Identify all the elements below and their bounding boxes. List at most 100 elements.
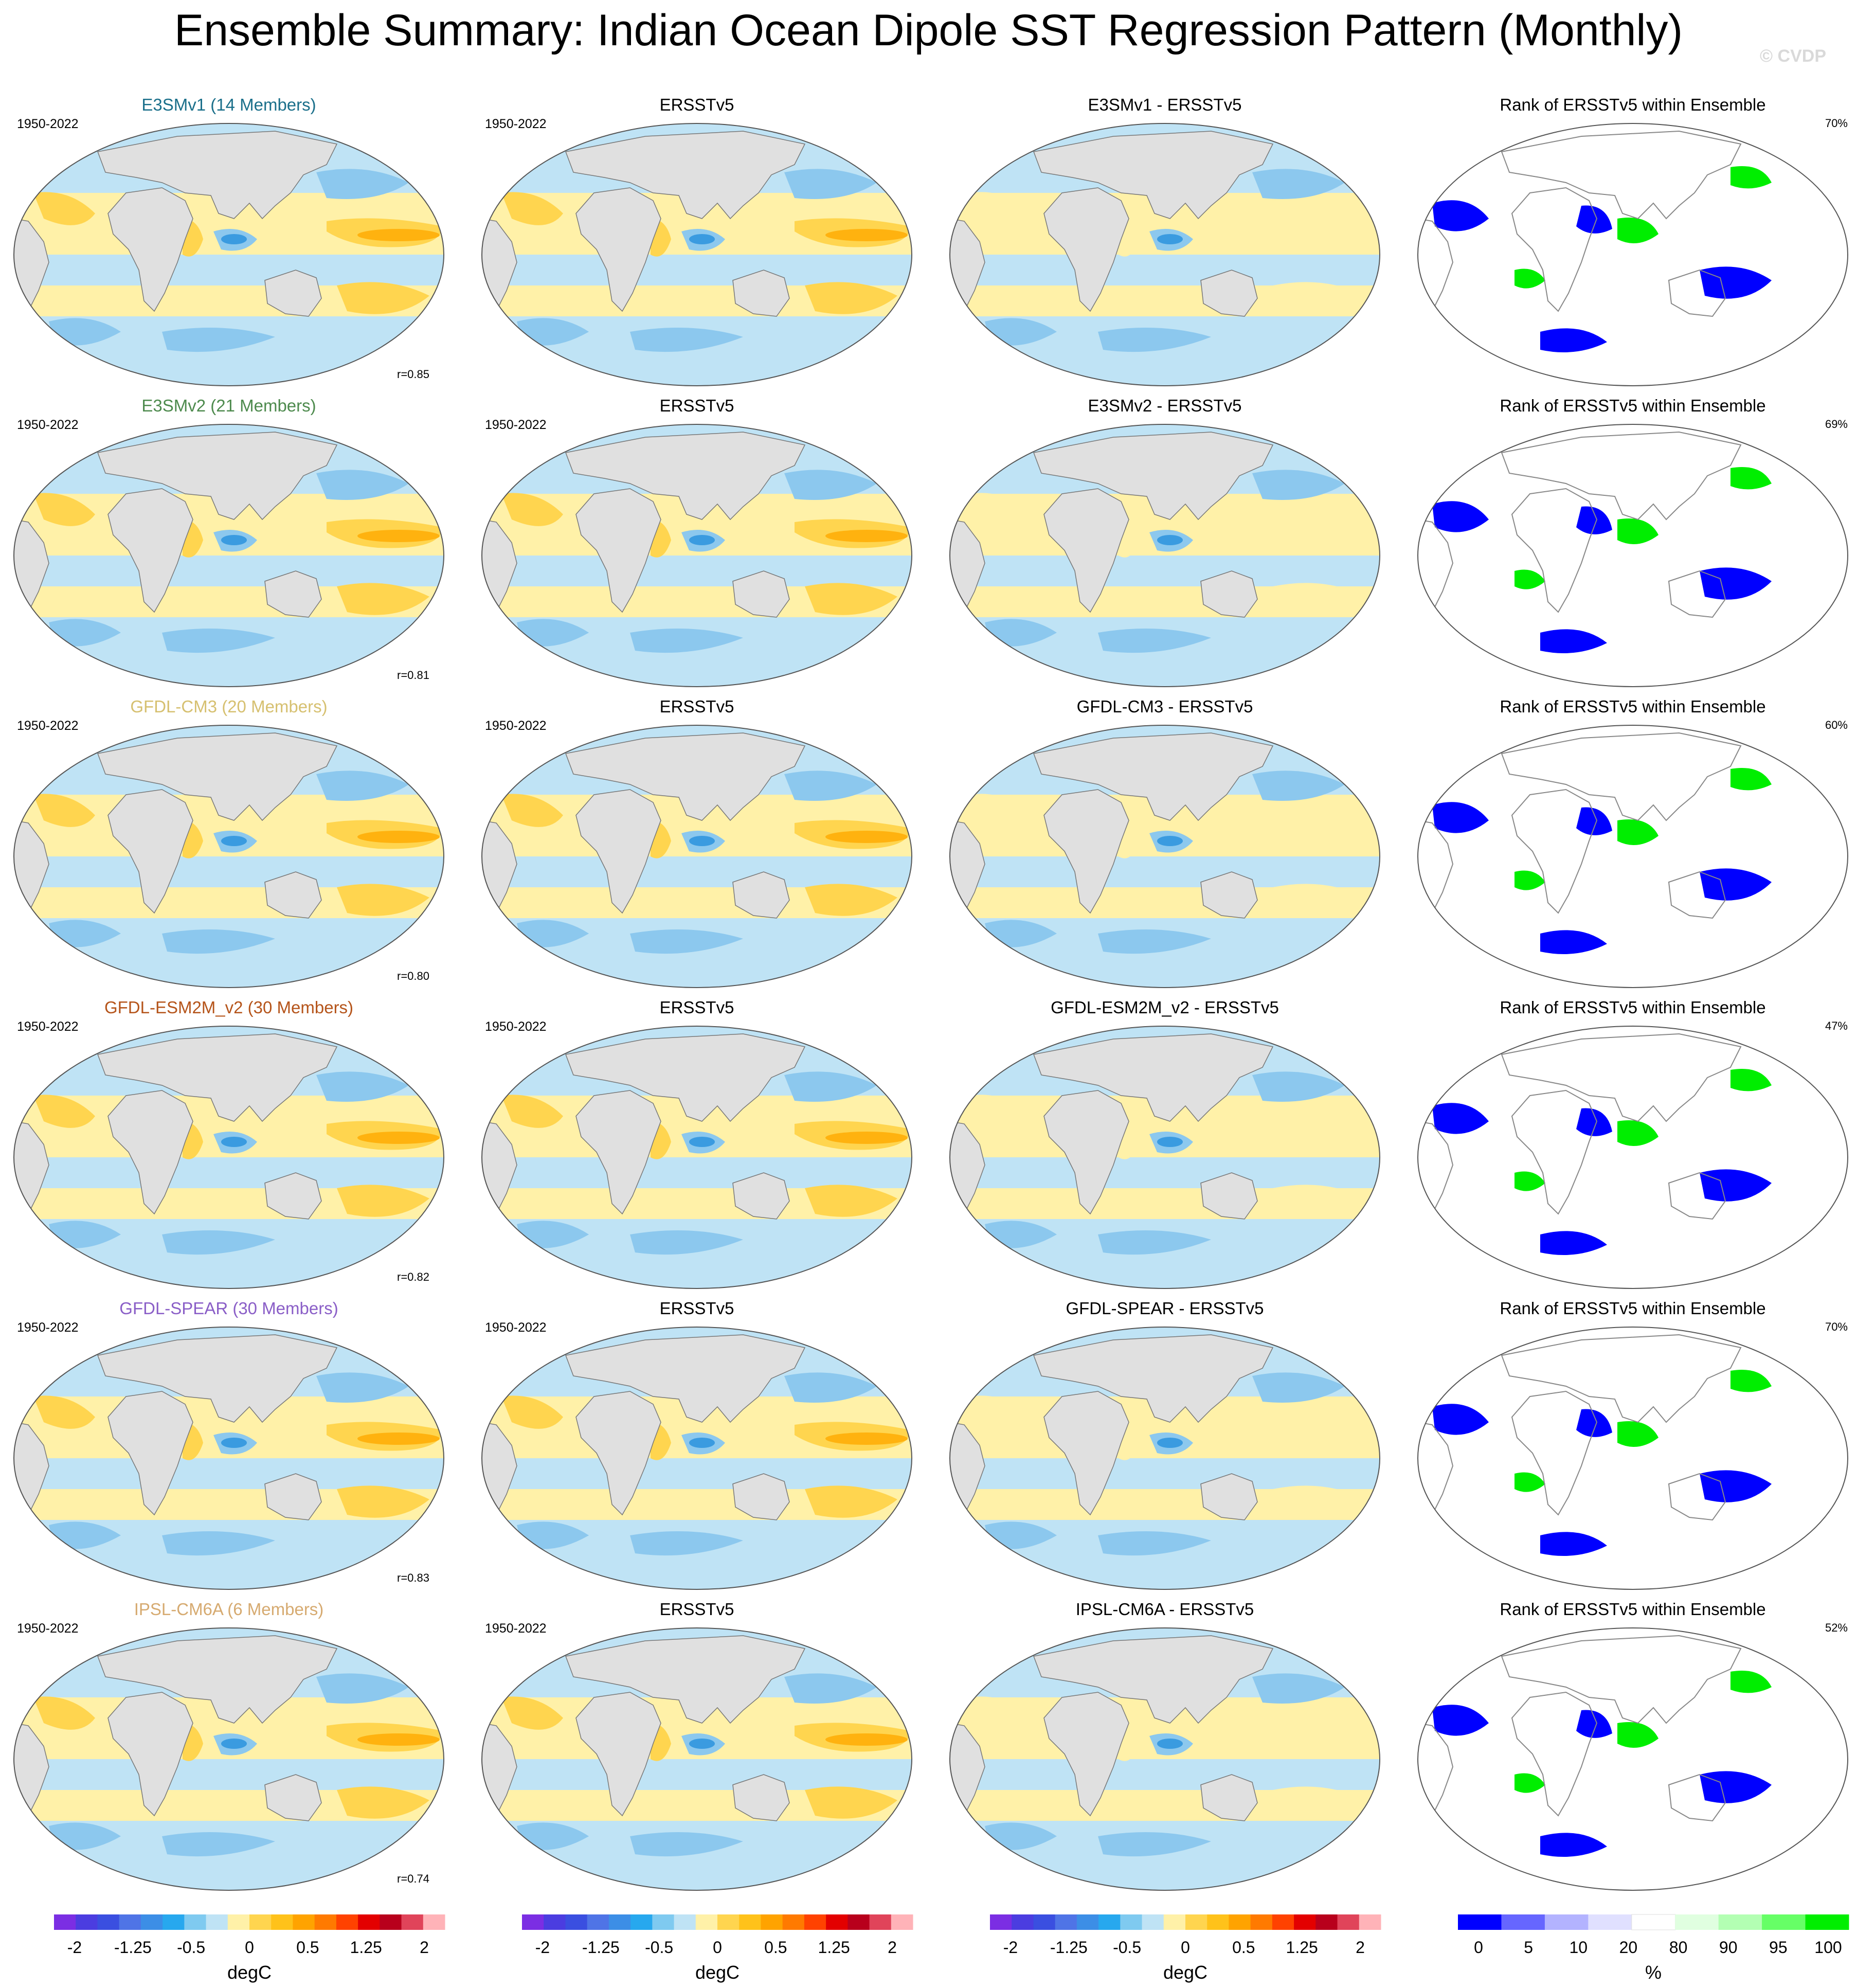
map-model	[13, 424, 444, 687]
colorbar-swatch	[1076, 1914, 1099, 1930]
south-pacific-warm	[1273, 1786, 1365, 1819]
coastline-eurasia	[1501, 130, 1742, 220]
pattern-correlation: r=0.83	[397, 1571, 429, 1584]
colorbar-swatch	[1185, 1914, 1207, 1930]
map-border	[481, 725, 912, 988]
north-atlantic-warm	[33, 1696, 95, 1730]
south-pacific-warm	[805, 1185, 897, 1217]
map-rank	[1417, 424, 1848, 687]
map-border	[481, 123, 912, 386]
land-australia	[732, 1774, 790, 1821]
period-label: 1950-2022	[17, 1320, 79, 1335]
colorbar-tick: 0	[713, 1938, 722, 1957]
south-atlantic-cool	[985, 920, 1057, 947]
map-panel-model: GFDL-ESM2M_v2 (30 Members) 1950-2022 r=0.8…	[8, 998, 450, 1301]
land-africa	[107, 187, 193, 312]
el-nino-core	[357, 1432, 440, 1445]
map-panel-rank: Rank of ERSSTv5 within Ensemble 60%	[1412, 697, 1854, 1000]
land-australia	[264, 1172, 322, 1220]
map-background	[1418, 1327, 1848, 1589]
land-eurasia	[565, 432, 806, 521]
colorbar-tick: 2	[1356, 1938, 1365, 1957]
map-obs	[481, 1627, 912, 1891]
colorbar-swatch	[1294, 1914, 1316, 1930]
coastline-eurasia	[1501, 1334, 1742, 1423]
map-border	[949, 1026, 1380, 1289]
map-panel-diff: E3SMv1 - ERSSTv5	[944, 95, 1386, 399]
colorbar-swatch	[163, 1914, 185, 1930]
rank-blob-b	[1576, 807, 1612, 835]
colorbar-swatch	[826, 1914, 848, 1930]
colorbar-swatch	[140, 1914, 163, 1930]
iod-east-core	[221, 535, 247, 545]
map-panel-diff: E3SMv2 - ERSSTv5	[944, 396, 1386, 700]
map-border	[949, 725, 1380, 988]
coastline-australia	[1668, 269, 1726, 317]
colorbar-tick: -1.25	[1050, 1938, 1088, 1957]
rank-blob-a	[1432, 802, 1489, 833]
south-pacific-warm	[805, 1485, 897, 1518]
coastline-australia	[1668, 1774, 1726, 1822]
el-nino-core	[825, 1733, 908, 1746]
rank-blob-a	[1432, 200, 1489, 231]
map-border	[1417, 1026, 1848, 1289]
north-atlantic-warm	[33, 192, 95, 225]
rank-blob-g	[1515, 1773, 1545, 1793]
colorbar-swatch	[1098, 1914, 1121, 1930]
coastline-australia	[1668, 1172, 1726, 1220]
colorbar-tick: -0.5	[177, 1938, 206, 1957]
colorbar-tick: 2	[420, 1938, 429, 1957]
iod-east-core	[689, 836, 715, 846]
colorbar-swatch	[1207, 1914, 1229, 1930]
colorbar-swatch	[652, 1914, 675, 1930]
map-panel-diff: GFDL-CM3 - ERSSTv5	[944, 697, 1386, 1000]
colorbar-swatch	[423, 1914, 445, 1930]
colorbar-label: degC	[695, 1962, 740, 1983]
map-rank	[1417, 1627, 1848, 1891]
colorbar-tick: 0	[1474, 1938, 1483, 1957]
north-atlantic-warm	[501, 794, 563, 827]
east-pacific-warm	[1263, 218, 1378, 247]
colorbar-swatch	[336, 1914, 358, 1930]
colorbar-swatch	[761, 1914, 783, 1930]
rank-blob-g	[1515, 268, 1545, 289]
land-australia	[1200, 1473, 1258, 1520]
map-rank	[1417, 725, 1848, 988]
iod-east-core	[221, 234, 247, 244]
south-indian-cool	[630, 1531, 743, 1556]
north-atlantic-warm	[33, 1395, 95, 1429]
panel-title: ERSSTv5	[659, 998, 734, 1017]
colorbar-swatch	[1315, 1914, 1338, 1930]
colorbar-swatch	[1337, 1914, 1360, 1930]
map-border	[13, 1026, 444, 1289]
map-diff	[949, 725, 1380, 988]
south-atlantic-cool	[985, 619, 1057, 647]
rank-blob-a	[1432, 501, 1489, 532]
map-panel-obs: ERSSTv5 1950-2022	[476, 998, 918, 1301]
colorbar-swatch	[565, 1914, 588, 1930]
south-atlantic-cool	[49, 1221, 121, 1248]
map-diff	[949, 424, 1380, 687]
land-africa	[575, 789, 661, 914]
colorbar-swatch	[717, 1914, 740, 1930]
south-atlantic-cool	[49, 619, 121, 647]
rank-blob-f	[1730, 1671, 1772, 1693]
colorbar-swatch	[990, 1914, 1012, 1930]
map-model	[13, 725, 444, 988]
map-background	[1418, 1026, 1848, 1288]
colorbar-label: degC	[1163, 1962, 1208, 1983]
colorbar-swatch	[848, 1914, 870, 1930]
colorbar-label: degC	[227, 1962, 272, 1983]
colorbar-tick: -2	[535, 1938, 550, 1957]
colorbar-difference: -2 -1.25 -0.5 0 0.5 1.25 2 degC	[964, 1912, 1407, 1984]
iod-east-core	[689, 1438, 715, 1448]
pattern-correlation: r=0.85	[397, 368, 429, 381]
map-background	[1418, 1628, 1848, 1890]
land-eurasia	[1033, 432, 1274, 521]
colorbar-tick: 90	[1719, 1938, 1738, 1957]
land-eurasia	[97, 131, 338, 220]
map-panel-obs: ERSSTv5 1950-2022	[476, 697, 918, 1000]
iod-east-core	[689, 535, 715, 545]
land-australia	[264, 270, 322, 317]
map-diff	[949, 1627, 1380, 1891]
